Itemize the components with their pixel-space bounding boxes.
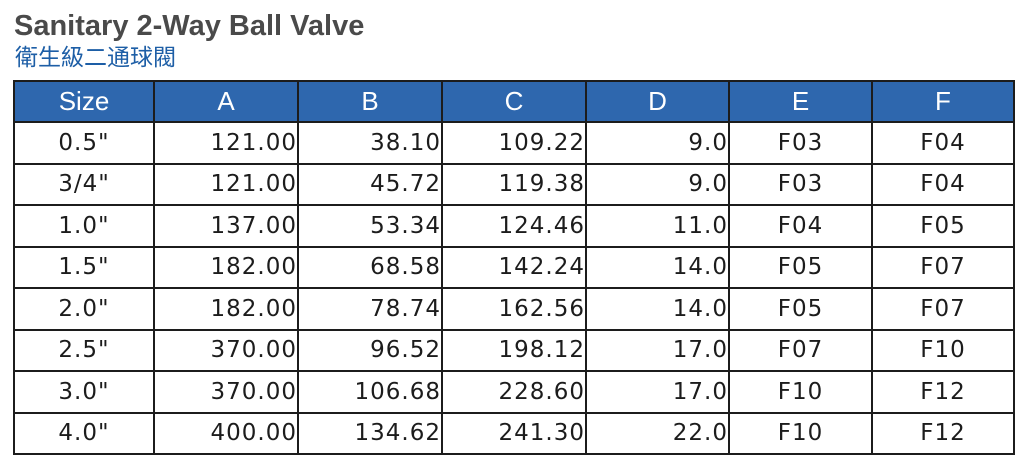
- cell-c: 124.46: [441, 204, 587, 248]
- cell-c: 109.22: [441, 121, 587, 165]
- header-b: B: [297, 80, 443, 123]
- cell-f: F12: [871, 370, 1015, 414]
- cell-d: 17.0: [585, 370, 730, 414]
- cell-a: 137.00: [153, 204, 299, 248]
- cell-d: 17.0: [585, 328, 730, 372]
- cell-b: 134.62: [297, 411, 443, 455]
- cell-size: 1.0": [13, 204, 155, 248]
- cell-f: F05: [871, 204, 1015, 248]
- cell-d: 14.0: [585, 245, 730, 289]
- cell-size: 0.5": [13, 121, 155, 165]
- dimension-table: Size A B C D E F 0.5" 121.00 38.10 109.2…: [13, 80, 1015, 455]
- cell-d: 9.0: [585, 162, 730, 206]
- cell-b: 78.74: [297, 287, 443, 331]
- cell-f: F04: [871, 121, 1015, 165]
- cell-e: F05: [728, 287, 873, 331]
- cell-b: 45.72: [297, 162, 443, 206]
- cell-e: F07: [728, 328, 873, 372]
- cell-f: F04: [871, 162, 1015, 206]
- cell-e: F03: [728, 121, 873, 165]
- table-row: 3/4" 121.00 45.72 119.38 9.0 F03 F04: [13, 162, 1015, 206]
- cell-c: 241.30: [441, 411, 587, 455]
- cell-e: F10: [728, 411, 873, 455]
- cell-d: 11.0: [585, 204, 730, 248]
- header-e: E: [728, 80, 873, 123]
- header-row: Size A B C D E F: [13, 80, 1015, 123]
- cell-b: 96.52: [297, 328, 443, 372]
- cell-size: 1.5": [13, 245, 155, 289]
- cell-size: 3.0": [13, 370, 155, 414]
- cell-c: 228.60: [441, 370, 587, 414]
- cell-c: 162.56: [441, 287, 587, 331]
- table-header: Size A B C D E F: [13, 80, 1015, 123]
- cell-f: F07: [871, 245, 1015, 289]
- cell-a: 121.00: [153, 162, 299, 206]
- table-row: 2.5" 370.00 96.52 198.12 17.0 F07 F10: [13, 328, 1015, 372]
- cell-c: 198.12: [441, 328, 587, 372]
- cell-size: 4.0": [13, 411, 155, 455]
- cell-a: 370.00: [153, 328, 299, 372]
- cell-e: F10: [728, 370, 873, 414]
- cell-e: F04: [728, 204, 873, 248]
- cell-d: 22.0: [585, 411, 730, 455]
- table-body: 0.5" 121.00 38.10 109.22 9.0 F03 F04 3/4…: [13, 121, 1015, 455]
- cell-a: 182.00: [153, 245, 299, 289]
- table-row: 2.0" 182.00 78.74 162.56 14.0 F05 F07: [13, 287, 1015, 331]
- header-f: F: [871, 80, 1015, 123]
- cell-f: F07: [871, 287, 1015, 331]
- cell-e: F05: [728, 245, 873, 289]
- cell-size: 2.0": [13, 287, 155, 331]
- cell-f: F10: [871, 328, 1015, 372]
- header-size: Size: [13, 80, 155, 123]
- cell-a: 182.00: [153, 287, 299, 331]
- cell-a: 121.00: [153, 121, 299, 165]
- cell-c: 119.38: [441, 162, 587, 206]
- cell-d: 14.0: [585, 287, 730, 331]
- header-d: D: [585, 80, 730, 123]
- table-row: 1.0" 137.00 53.34 124.46 11.0 F04 F05: [13, 204, 1015, 248]
- cell-size: 2.5": [13, 328, 155, 372]
- cell-a: 370.00: [153, 370, 299, 414]
- page-title: Sanitary 2-Way Ball Valve: [14, 10, 365, 42]
- cell-e: F03: [728, 162, 873, 206]
- cell-b: 68.58: [297, 245, 443, 289]
- header-c: C: [441, 80, 587, 123]
- cell-b: 53.34: [297, 204, 443, 248]
- cell-b: 38.10: [297, 121, 443, 165]
- table-row: 4.0" 400.00 134.62 241.30 22.0 F10 F12: [13, 411, 1015, 455]
- cell-b: 106.68: [297, 370, 443, 414]
- header-a: A: [153, 80, 299, 123]
- cell-c: 142.24: [441, 245, 587, 289]
- cell-d: 9.0: [585, 121, 730, 165]
- table-row: 3.0" 370.00 106.68 228.60 17.0 F10 F12: [13, 370, 1015, 414]
- cell-a: 400.00: [153, 411, 299, 455]
- page-subtitle-chinese: 衛生級二通球閥: [15, 45, 176, 71]
- cell-f: F12: [871, 411, 1015, 455]
- table-row: 1.5" 182.00 68.58 142.24 14.0 F05 F07: [13, 245, 1015, 289]
- cell-size: 3/4": [13, 162, 155, 206]
- table-row: 0.5" 121.00 38.10 109.22 9.0 F03 F04: [13, 121, 1015, 165]
